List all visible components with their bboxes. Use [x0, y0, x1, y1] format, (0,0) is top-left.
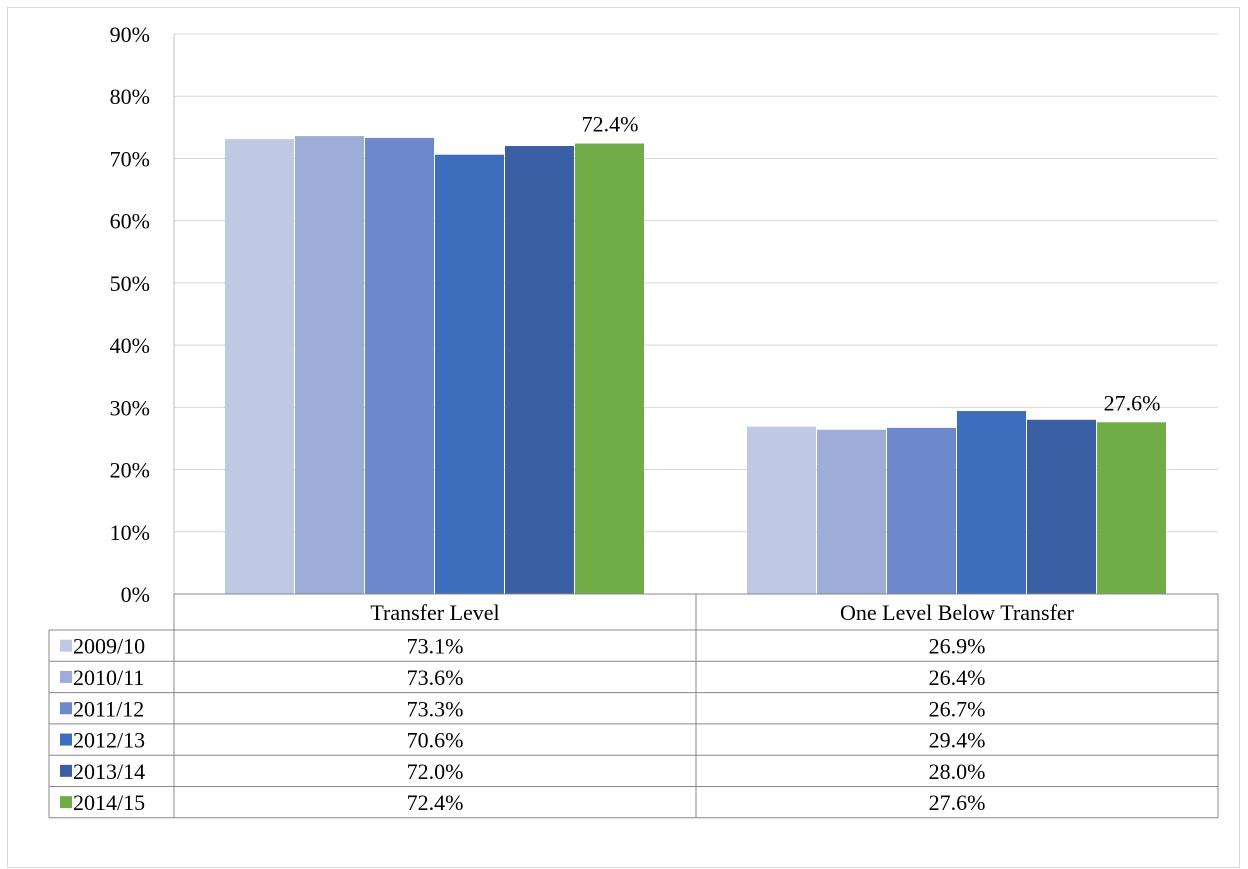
table-cell-value: 26.4% [929, 665, 986, 690]
legend-swatch [60, 764, 72, 777]
table-cell-value: 27.6% [929, 790, 986, 815]
table-cell-value: 73.3% [407, 696, 464, 721]
legend-swatch [60, 639, 72, 652]
category-label: One Level Below Transfer [840, 600, 1075, 625]
bar [957, 411, 1026, 594]
legend-label: 2014/15 [73, 790, 145, 815]
bar [575, 143, 644, 594]
legend-label: 2013/14 [73, 759, 145, 784]
table-cell-value: 28.0% [929, 759, 986, 784]
bar [225, 139, 294, 594]
bar [505, 146, 574, 594]
legend-swatch [60, 796, 72, 809]
legend-label: 2009/10 [73, 634, 145, 659]
data-label: 27.6% [1104, 390, 1161, 415]
legend-swatch [60, 670, 72, 683]
table-cell-value: 73.6% [407, 665, 464, 690]
y-tick-label: 40% [110, 333, 150, 358]
bar [1027, 419, 1096, 594]
legend-label: 2012/13 [73, 728, 145, 753]
y-tick-label: 30% [110, 395, 150, 420]
table-cell-value: 73.1% [407, 634, 464, 659]
y-tick-label: 0% [121, 582, 150, 607]
legend-swatch [60, 733, 72, 746]
y-tick-label: 10% [110, 520, 150, 545]
y-tick-label: 60% [110, 209, 150, 234]
table-cell-value: 72.4% [407, 790, 464, 815]
bar [295, 136, 364, 595]
bar [887, 427, 956, 594]
y-tick-label: 70% [110, 146, 150, 171]
bar [365, 137, 434, 594]
chart-frame [7, 7, 1240, 868]
bar [435, 154, 504, 594]
legend-label: 2011/12 [73, 696, 144, 721]
table-cell-value: 70.6% [407, 728, 464, 753]
y-tick-label: 80% [110, 84, 150, 109]
table-cell-value: 72.0% [407, 759, 464, 784]
legend-swatch [60, 702, 72, 715]
bar [1097, 422, 1166, 594]
table-cell-value: 26.9% [929, 634, 986, 659]
bar [747, 426, 816, 594]
y-tick-label: 50% [110, 271, 150, 296]
category-label: Transfer Level [370, 600, 499, 625]
y-tick-label: 90% [110, 22, 150, 47]
bar [817, 429, 886, 594]
legend-label: 2010/11 [73, 665, 144, 690]
table-cell-value: 26.7% [929, 696, 986, 721]
data-label: 72.4% [582, 112, 639, 137]
y-tick-label: 20% [110, 458, 150, 483]
table-cell-value: 29.4% [929, 728, 986, 753]
